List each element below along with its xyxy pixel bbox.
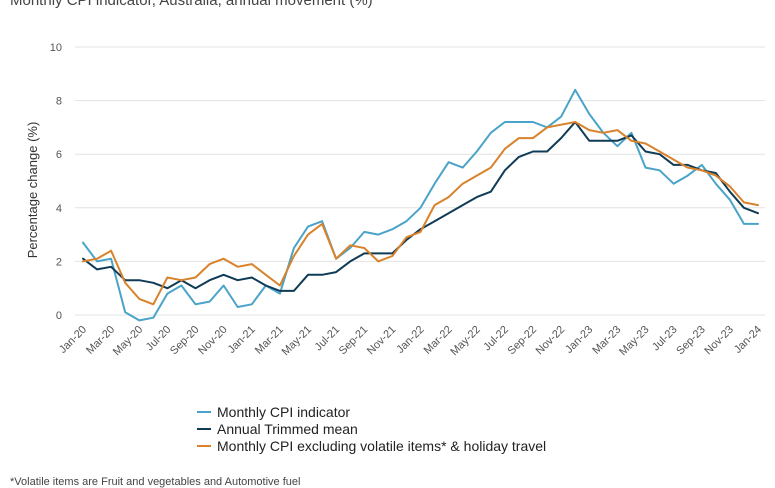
legend-swatch (197, 444, 211, 447)
footnote: *Volatile items are Fruit and vegetables… (10, 476, 301, 488)
series-line-1 (82, 88, 759, 322)
legend-item: Monthly CPI excluding volatile items* & … (197, 437, 546, 454)
y-axis-ticks: 0 2 4 6 8 10 (50, 42, 62, 322)
x-tick-label: Sep-23 (674, 324, 708, 358)
legend-item: Annual Trimmed mean (197, 420, 546, 437)
x-tick-label: May-22 (448, 324, 482, 358)
legend: Monthly CPI indicator Annual Trimmed mean… (197, 403, 546, 454)
y-tick-label: 2 (56, 256, 62, 268)
legend-swatch (197, 427, 211, 430)
legend-label: Annual Trimmed mean (217, 420, 358, 437)
legend-item: Monthly CPI indicator (197, 403, 546, 420)
series-line-2 (82, 121, 759, 292)
series-layer (82, 88, 759, 322)
y-tick-label: 0 (56, 310, 62, 322)
x-tick-label: May-23 (617, 324, 651, 358)
x-tick-label: Jan-22 (394, 324, 426, 356)
x-tick-label: Jan-24 (732, 324, 764, 356)
grid-lines (75, 46, 765, 316)
legend-label: Monthly CPI indicator (217, 403, 351, 420)
y-tick-label: 4 (56, 203, 62, 215)
x-tick-label: Sep-20 (168, 324, 202, 358)
x-tick-label: Nov-23 (702, 324, 736, 358)
x-tick-label: Nov-20 (196, 324, 230, 358)
x-tick-label: Jan-23 (563, 324, 595, 356)
x-tick-label: Nov-21 (365, 324, 399, 358)
x-tick-label: Sep-22 (506, 324, 540, 358)
x-tick-label: May-20 (111, 324, 145, 358)
legend-swatch (197, 410, 211, 413)
x-tick-label: Nov-22 (534, 324, 568, 358)
x-tick-label: May-21 (280, 324, 314, 358)
x-tick-label: Jan-20 (57, 324, 89, 356)
y-tick-label: 10 (50, 42, 62, 54)
legend-label: Monthly CPI excluding volatile items* & … (217, 437, 547, 454)
y-tick-label: 8 (56, 96, 62, 108)
x-axis-ticks: Jan-20Mar-20May-20Jul-20Sep-20Nov-20Jan-… (57, 324, 764, 358)
x-tick-label: Jan-21 (226, 324, 258, 356)
y-axis-label: Percentage change (%) (25, 122, 40, 259)
x-tick-label: Sep-21 (337, 324, 371, 358)
chart-title: Monthly CPI indicator, Australia, annual… (10, 0, 373, 9)
series-line-3 (82, 121, 759, 306)
y-tick-label: 6 (56, 149, 62, 161)
